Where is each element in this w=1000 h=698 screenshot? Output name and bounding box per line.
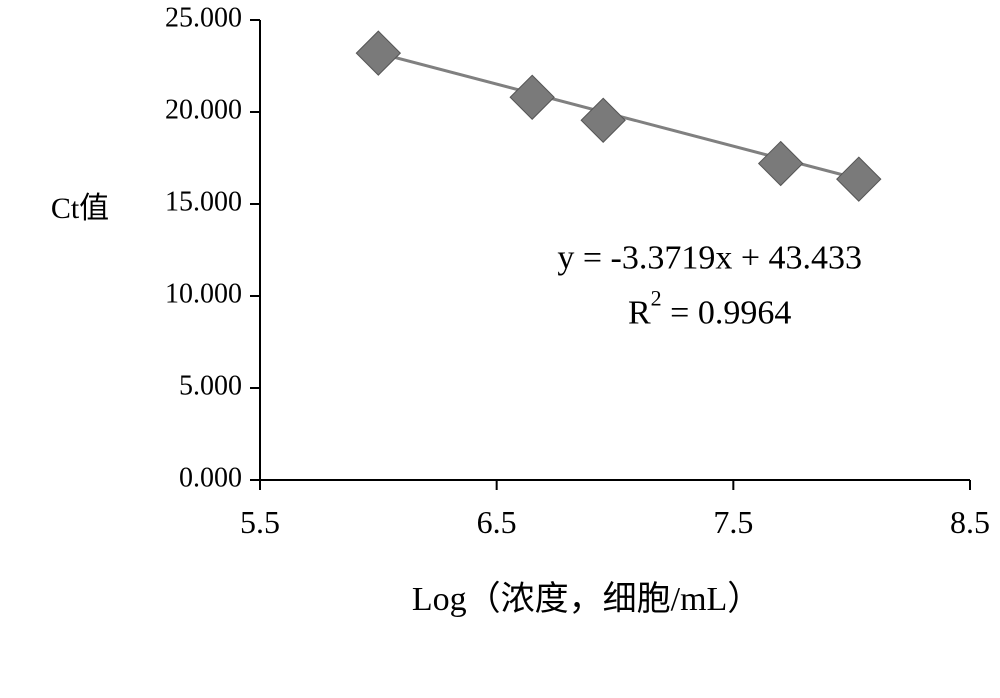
equation-annotation: y = -3.3719x + 43.433 [557, 239, 862, 276]
y-tick-label: 15.000 [165, 186, 242, 217]
data-point [356, 31, 400, 75]
x-tick-label: 6.5 [477, 504, 517, 540]
y-tick-label: 10.000 [165, 278, 242, 309]
data-point [581, 98, 625, 142]
data-point [837, 157, 881, 201]
r2-annotation: R2 = 0.9964 [628, 286, 791, 332]
y-tick-label: 25.000 [165, 2, 242, 33]
x-tick-label: 8.5 [950, 504, 990, 540]
y-axis-title: Ct值 [51, 192, 109, 225]
y-tick-label: 20.000 [165, 94, 242, 125]
chart-svg: 0.000 5.000 10.000 15.000 20.000 25.000 5.5 6.5… [0, 0, 1000, 698]
data-point [759, 142, 803, 186]
x-tick-label: 5.5 [240, 504, 280, 540]
data-point [510, 75, 554, 119]
y-tick-label: 5.000 [179, 370, 242, 401]
scatter-chart: 0.000 5.000 10.000 15.000 20.000 25.000 5.5 6.5… [0, 0, 1000, 698]
y-tick-label: 0.000 [179, 462, 242, 493]
x-tick-label: 7.5 [713, 504, 753, 540]
x-axis-title: Log（浓度，细胞/mL） [412, 580, 761, 618]
